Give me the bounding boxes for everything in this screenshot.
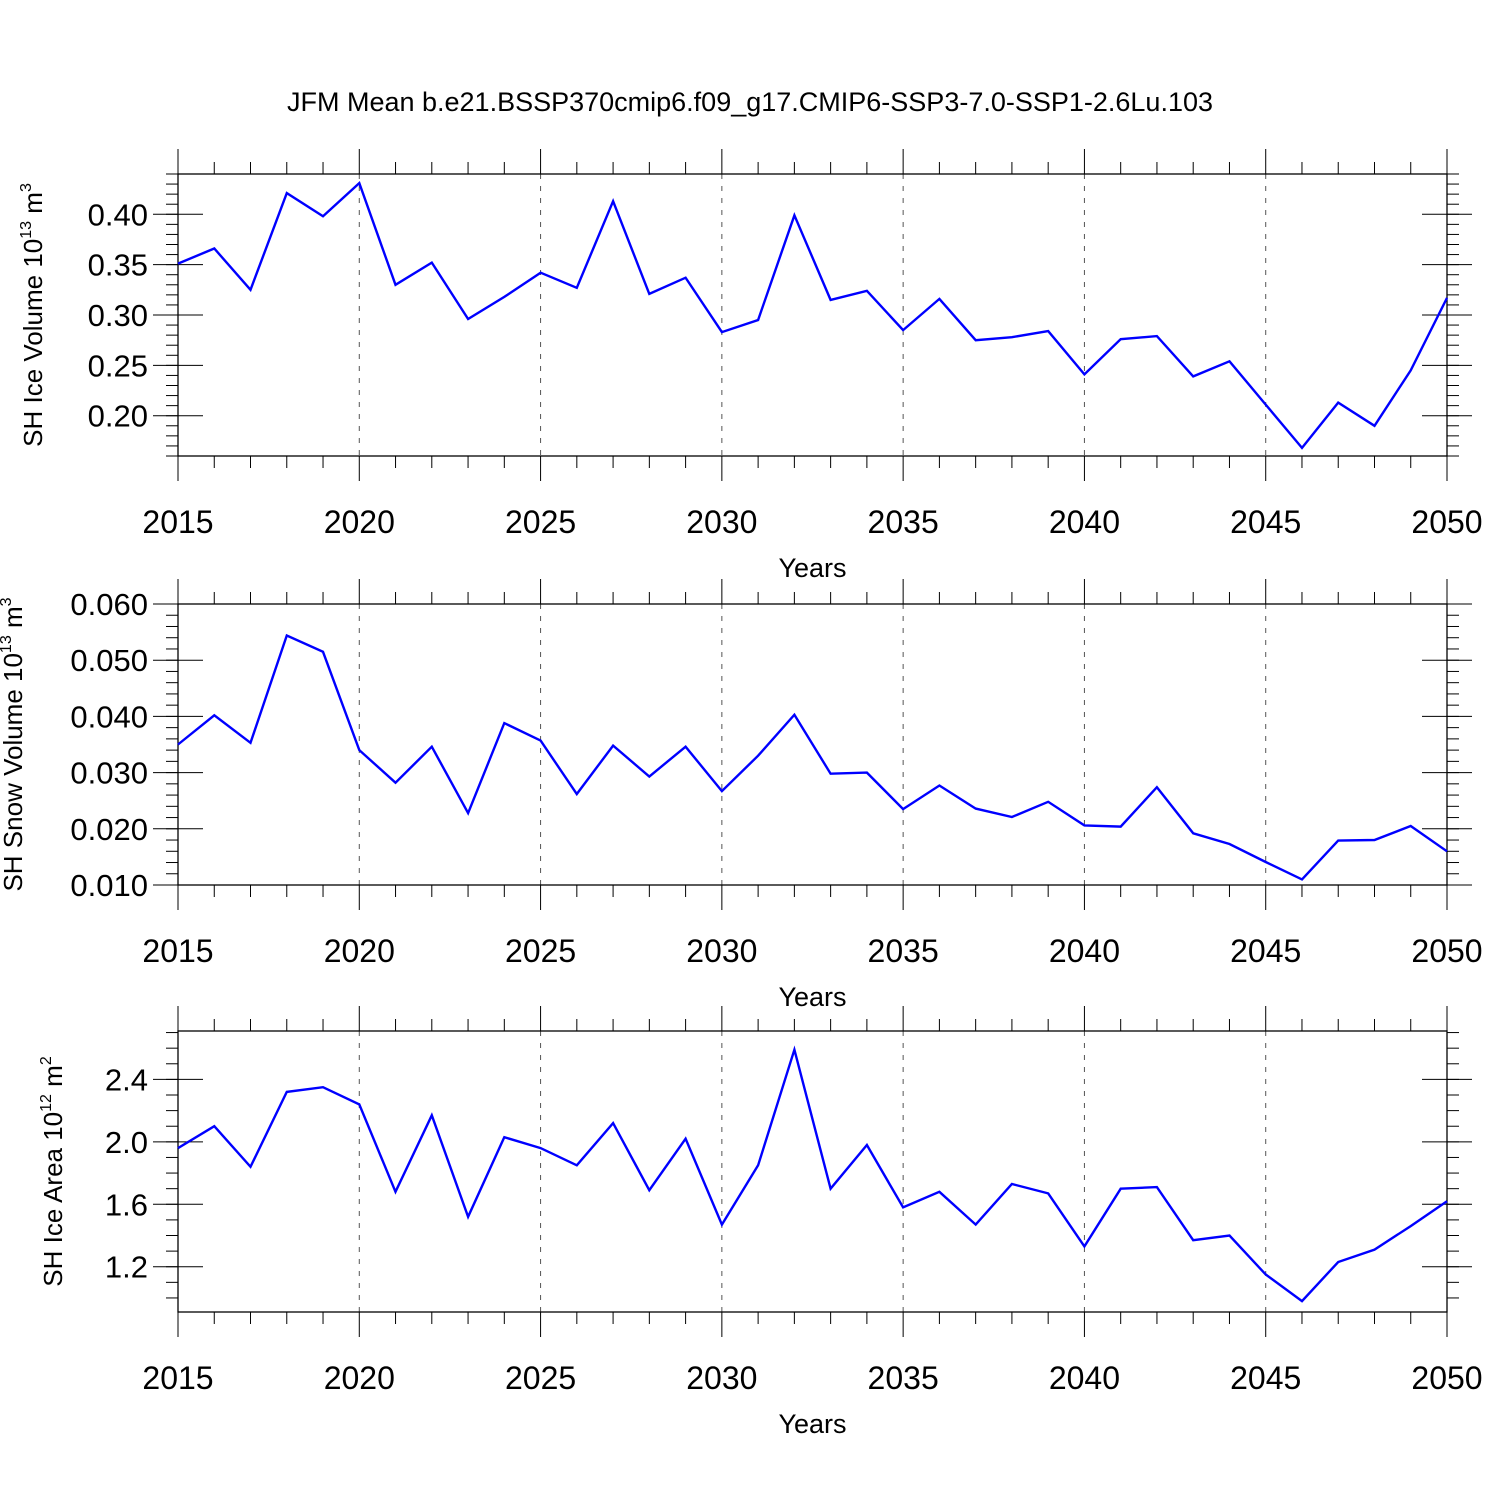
x-tick-label: 2015 bbox=[142, 933, 213, 969]
y-tick-label: 0.020 bbox=[70, 812, 148, 847]
y-axis-label: SH Snow Volume 1013 m3 bbox=[0, 597, 28, 891]
chart-title: JFM Mean b.e21.BSSP370cmip6.f09_g17.CMIP… bbox=[287, 87, 1213, 117]
chart-panel-3: 1.2 1.6 2.0 2.4 2015 2020 2025 2030 2035 2040 2045… bbox=[38, 1006, 1483, 1439]
x-tick-label: 2035 bbox=[868, 933, 939, 969]
plot-frame bbox=[177, 1030, 1448, 1313]
x-axis-label: Years bbox=[778, 982, 846, 1012]
y-tick-label: 0.060 bbox=[70, 587, 148, 622]
plot-frame bbox=[177, 173, 1448, 457]
x-tick-label: 2025 bbox=[505, 504, 576, 540]
x-tick-label: 2040 bbox=[1049, 1360, 1120, 1396]
y-tick-label: 0.20 bbox=[88, 399, 148, 434]
y-axis-label: SH Ice Volume 1013 m3 bbox=[18, 183, 48, 447]
y-tick-label: 0.050 bbox=[70, 643, 148, 678]
y-tick-label: 0.35 bbox=[88, 248, 148, 283]
chart-panel-2: 0.010 0.020 0.030 0.040 0.050 0.060 2015 2020 20… bbox=[0, 579, 1483, 1012]
y-tick-label: 2.4 bbox=[105, 1062, 148, 1097]
y-tick-label: 0.40 bbox=[88, 197, 148, 232]
x-tick-label: 2015 bbox=[142, 504, 213, 540]
x-tick-label: 2050 bbox=[1411, 504, 1482, 540]
y-tick-label: 0.30 bbox=[88, 298, 148, 333]
y-tick-label: 0.030 bbox=[70, 756, 148, 791]
x-tick-label: 2020 bbox=[324, 1360, 395, 1396]
y-tick-label: 1.2 bbox=[105, 1250, 148, 1285]
x-tick-label: 2050 bbox=[1411, 933, 1482, 969]
y-tick-label: 0.010 bbox=[70, 868, 148, 903]
x-tick-label: 2020 bbox=[324, 504, 395, 540]
x-tick-label: 2040 bbox=[1049, 933, 1120, 969]
x-axis-label: Years bbox=[778, 1409, 846, 1439]
y-tick-label: 1.6 bbox=[105, 1187, 148, 1222]
x-tick-label: 2050 bbox=[1411, 1360, 1482, 1396]
x-tick-label: 2025 bbox=[505, 933, 576, 969]
x-axis-label: Years bbox=[778, 553, 846, 583]
x-tick-label: 2045 bbox=[1230, 933, 1301, 969]
x-tick-label: 2035 bbox=[868, 1360, 939, 1396]
x-tick-label: 2030 bbox=[686, 504, 757, 540]
y-tick-label: 0.25 bbox=[88, 348, 148, 383]
x-tick-label: 2030 bbox=[686, 1360, 757, 1396]
series-line bbox=[177, 180, 1449, 450]
series-line bbox=[177, 1045, 1448, 1303]
x-tick-label: 2030 bbox=[686, 933, 757, 969]
y-tick-label: 0.040 bbox=[70, 699, 148, 734]
y-tick-label: 2.0 bbox=[105, 1125, 148, 1160]
chart-panel-1: 0.20 0.25 0.30 0.35 0.40 2015 2020 2025 2030 2035… bbox=[18, 149, 1483, 583]
x-tick-label: 2045 bbox=[1230, 1360, 1301, 1396]
x-tick-label: 2015 bbox=[142, 1360, 213, 1396]
x-tick-label: 2020 bbox=[324, 933, 395, 969]
x-tick-label: 2040 bbox=[1049, 504, 1120, 540]
series-line bbox=[177, 633, 1448, 881]
x-tick-label: 2045 bbox=[1230, 504, 1301, 540]
x-tick-label: 2035 bbox=[868, 504, 939, 540]
y-axis-label: SH Ice Area 1012 m2 bbox=[38, 1056, 68, 1287]
x-tick-label: 2025 bbox=[505, 1360, 576, 1396]
